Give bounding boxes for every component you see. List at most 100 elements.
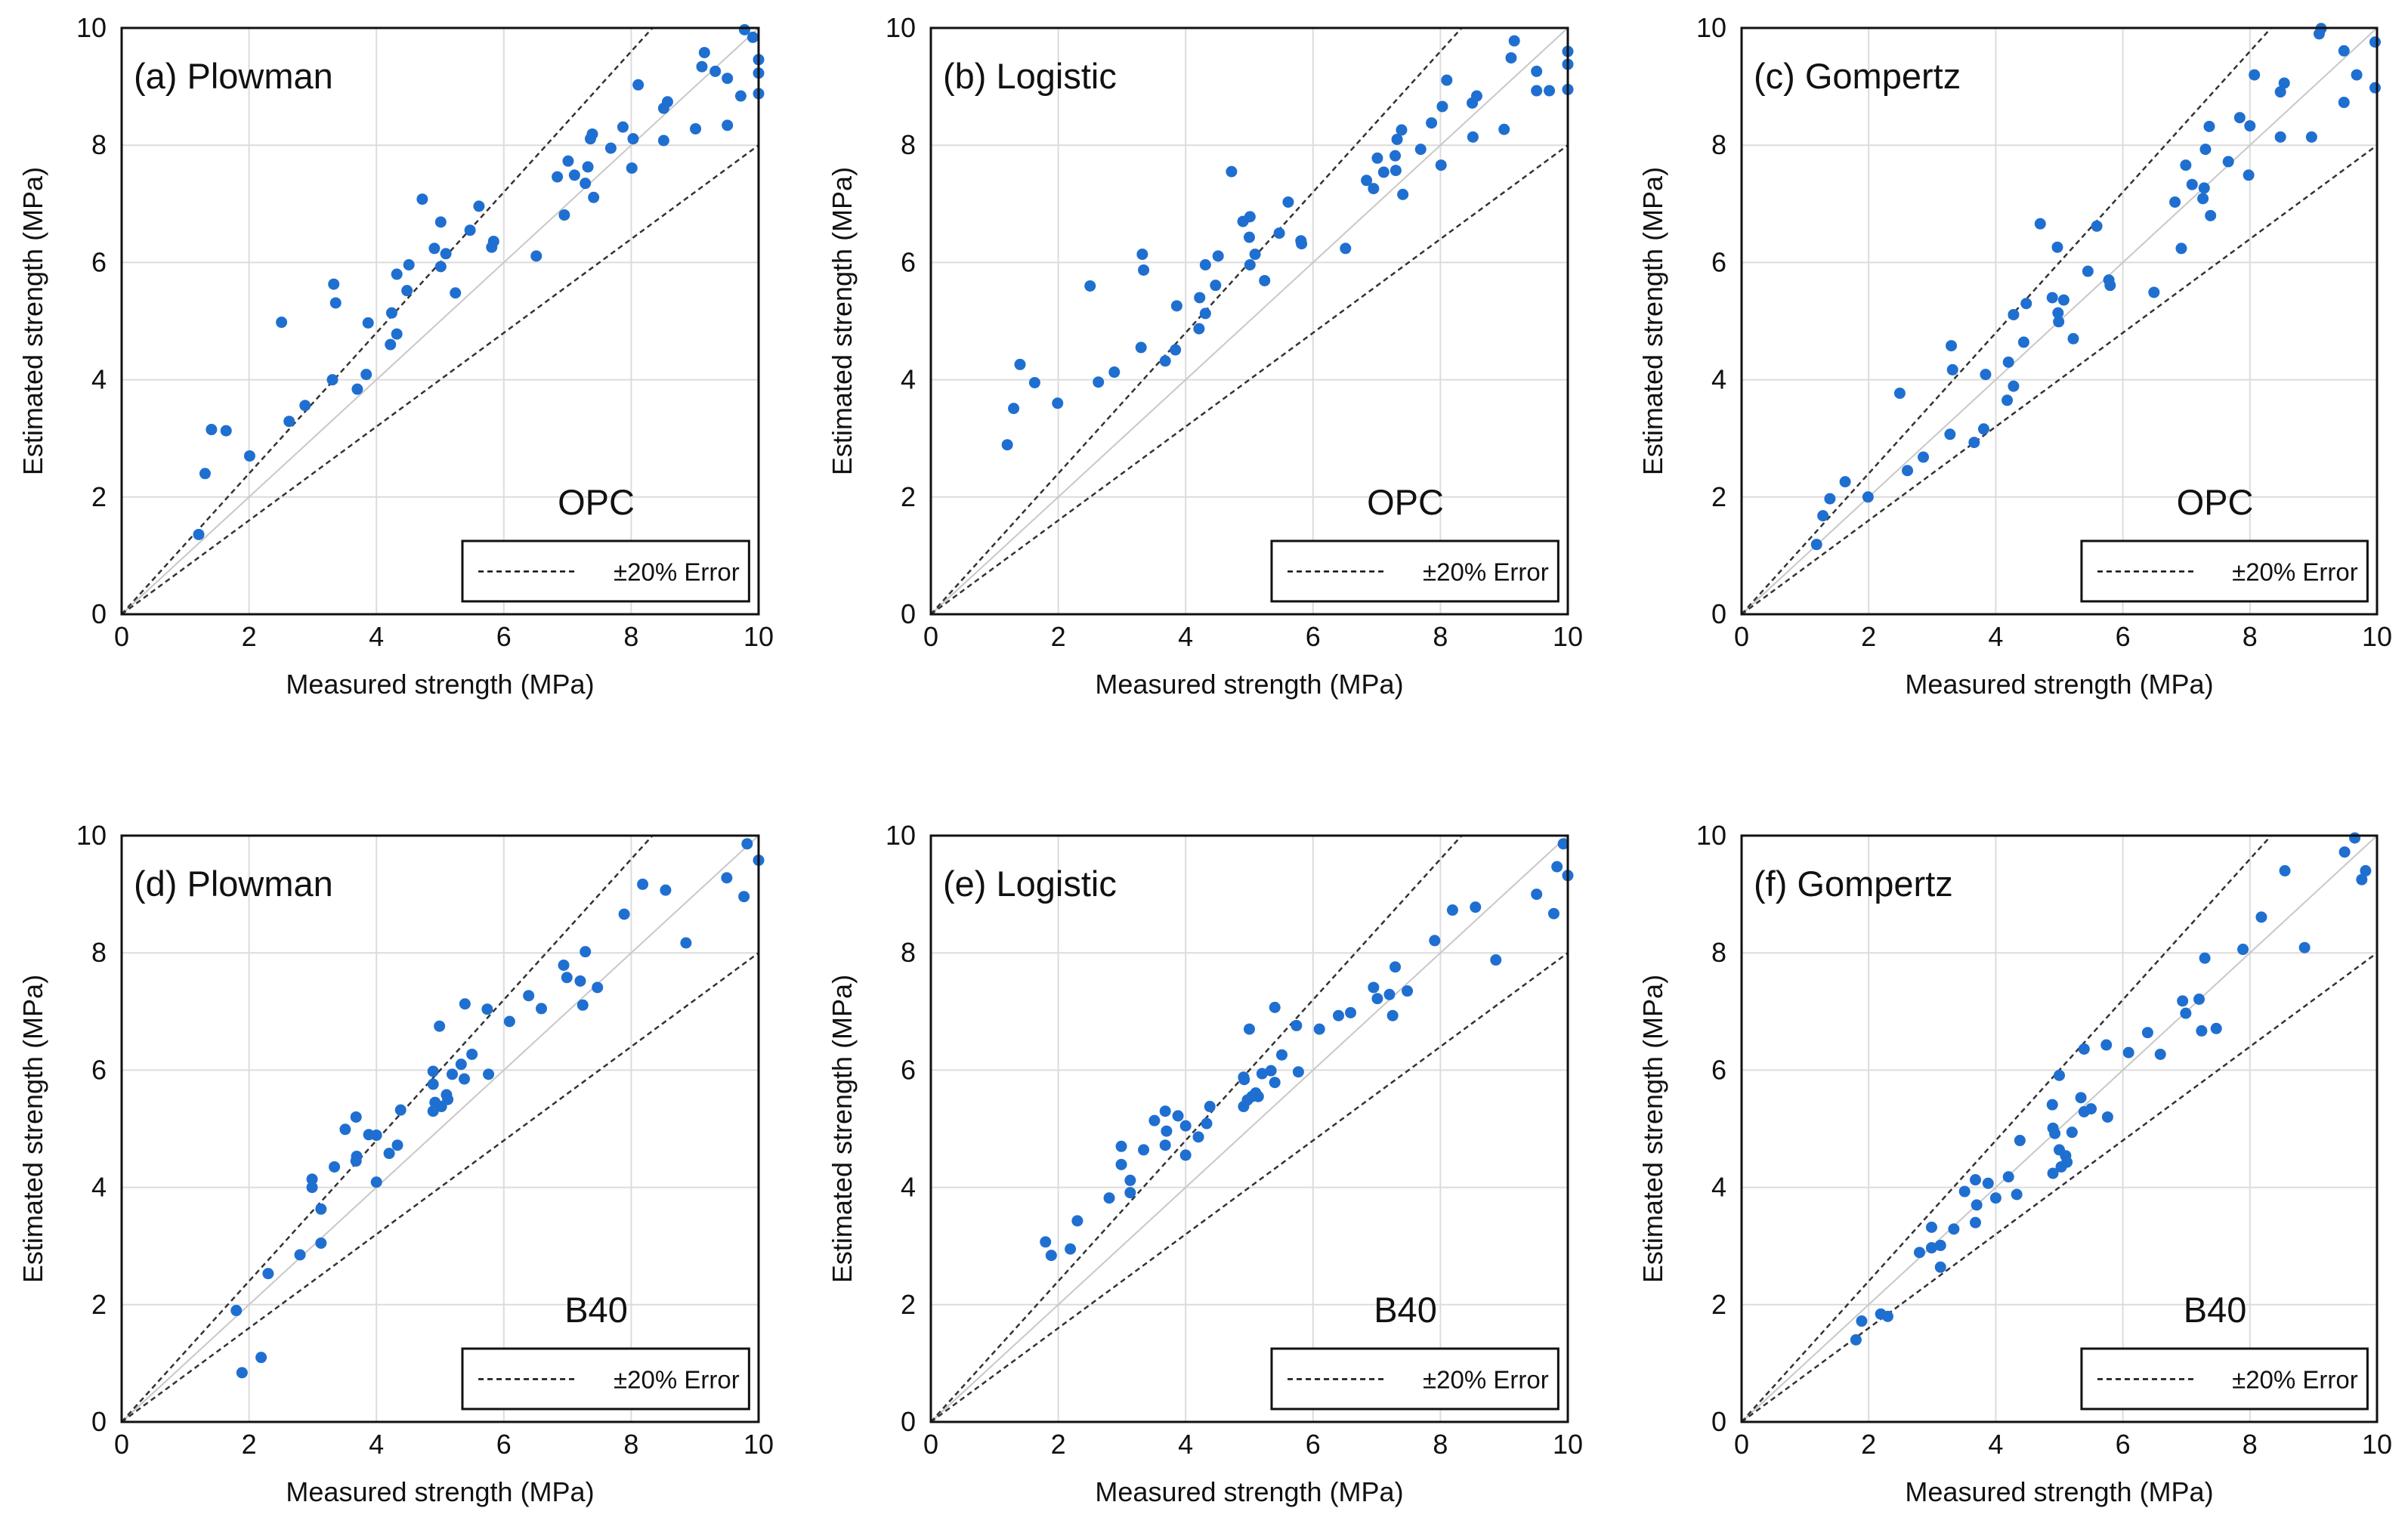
data-point <box>1124 1187 1136 1199</box>
data-point <box>558 209 570 221</box>
data-point <box>637 878 649 890</box>
x-tick-label: 0 <box>923 1429 938 1460</box>
data-point <box>680 937 692 949</box>
data-point <box>1389 165 1402 177</box>
data-point <box>1426 117 1438 129</box>
x-tick-label: 6 <box>2116 621 2131 652</box>
y-tick-label: 4 <box>1711 1172 1726 1203</box>
data-point <box>2338 45 2350 57</box>
data-point <box>1259 274 1271 286</box>
x-tick-label: 2 <box>242 1429 257 1460</box>
data-point <box>1944 428 1956 440</box>
data-point <box>1291 1019 1303 1031</box>
data-point <box>2008 380 2020 392</box>
data-point <box>1103 1192 1115 1204</box>
data-point <box>360 369 372 381</box>
x-axis-title: Measured strength (MPa) <box>286 1476 594 1507</box>
data-point <box>1368 183 1380 195</box>
plot-frame <box>929 834 1569 1423</box>
data-point <box>350 1155 362 1167</box>
data-point <box>206 424 218 436</box>
data-point <box>481 1003 493 1015</box>
data-point <box>1071 1215 1083 1227</box>
legend-label: ±20% Error <box>614 1365 740 1393</box>
data-point <box>2046 1099 2058 1111</box>
data-point <box>1210 280 1222 292</box>
y-tick-label: 8 <box>1711 937 1726 968</box>
x-tick-label: 6 <box>2116 1429 2131 1460</box>
lower-error-line <box>1741 952 2378 1423</box>
data-point <box>721 872 733 884</box>
y-tick-label: 2 <box>91 1289 107 1320</box>
data-point <box>326 374 338 386</box>
y-tick-label: 4 <box>901 364 916 395</box>
upper-error-line <box>1741 835 2272 1423</box>
chart-panel: 0 2 4 6 8 10 0 2 4 6 8 10 (d) Plowman B40 ±20% Error Me… <box>17 820 774 1507</box>
panel-title: (c) Gompertz <box>1754 56 1961 96</box>
data-point <box>455 1059 467 1071</box>
data-point <box>1913 1247 1925 1259</box>
legend: ±20% Error <box>1270 539 1559 603</box>
x-tick-label: 2 <box>1861 621 1876 652</box>
data-point <box>1093 376 1105 388</box>
y-tick-label: 4 <box>901 1172 916 1203</box>
data-point <box>1282 196 1294 208</box>
chart-panel: 0 2 4 6 8 10 0 2 4 6 8 10 (b) Logistic OPC ±20% Error M… <box>827 12 1583 700</box>
upper-error-line <box>121 835 654 1423</box>
data-point <box>1391 133 1403 145</box>
data-point <box>741 838 753 850</box>
chart-panel: 0 2 4 6 8 10 0 2 4 6 8 10 (c) Gompertz OPC ±20% Error M… <box>1637 12 2392 700</box>
data-point <box>1124 1174 1136 1186</box>
data-point <box>464 224 476 236</box>
identity-line <box>121 27 759 615</box>
data-point <box>734 90 747 102</box>
y-tick-label: 0 <box>901 1406 916 1437</box>
data-point <box>2014 1135 2026 1147</box>
data-point <box>1383 988 1396 1000</box>
legend-label: ±20% Error <box>614 558 740 586</box>
data-point <box>440 248 452 260</box>
y-tick-label: 8 <box>901 129 916 160</box>
data-point <box>698 47 710 59</box>
x-tick-label: 10 <box>743 1429 774 1460</box>
data-point <box>2046 292 2058 304</box>
data-point <box>2222 156 2234 168</box>
data-point <box>2351 69 2363 81</box>
data-point <box>2053 316 2065 328</box>
y-tick-label: 0 <box>901 598 916 629</box>
y-tick-label: 8 <box>901 937 916 968</box>
data-point <box>1226 165 1238 178</box>
data-point <box>1115 1158 1127 1170</box>
data-point <box>2148 286 2160 298</box>
data-point <box>1159 1105 1171 1117</box>
y-tick-label: 2 <box>1711 1289 1726 1320</box>
data-point <box>1435 159 1447 172</box>
legend: ±20% Error <box>461 539 750 603</box>
x-tick-label: 10 <box>2362 621 2392 652</box>
x-tick-label: 2 <box>1051 621 1066 652</box>
data-point <box>428 243 440 255</box>
data-point <box>2100 1039 2113 1051</box>
data-point <box>523 990 535 1002</box>
lower-error-line <box>930 952 1569 1423</box>
lower-error-line <box>121 144 759 616</box>
x-tick-label: 10 <box>2362 1429 2392 1460</box>
data-point <box>2349 832 2361 844</box>
data-point <box>1040 1236 1052 1248</box>
data-point <box>329 297 342 309</box>
data-point <box>255 1352 267 1364</box>
data-point <box>2243 169 2255 181</box>
y-tick-label: 6 <box>91 246 107 277</box>
y-tick-label: 0 <box>1711 1406 1726 1437</box>
legend: ±20% Error <box>2080 1347 2369 1411</box>
y-tick-label: 10 <box>76 820 107 851</box>
cement-type-label: OPC <box>1367 482 1444 522</box>
data-point <box>401 285 413 297</box>
data-point <box>1008 403 1020 415</box>
data-point <box>530 250 542 262</box>
data-point <box>466 1048 478 1060</box>
data-point <box>394 1104 406 1116</box>
panel-title: (b) Logistic <box>943 56 1117 96</box>
data-point <box>403 259 415 271</box>
data-point <box>2049 1127 2061 1139</box>
